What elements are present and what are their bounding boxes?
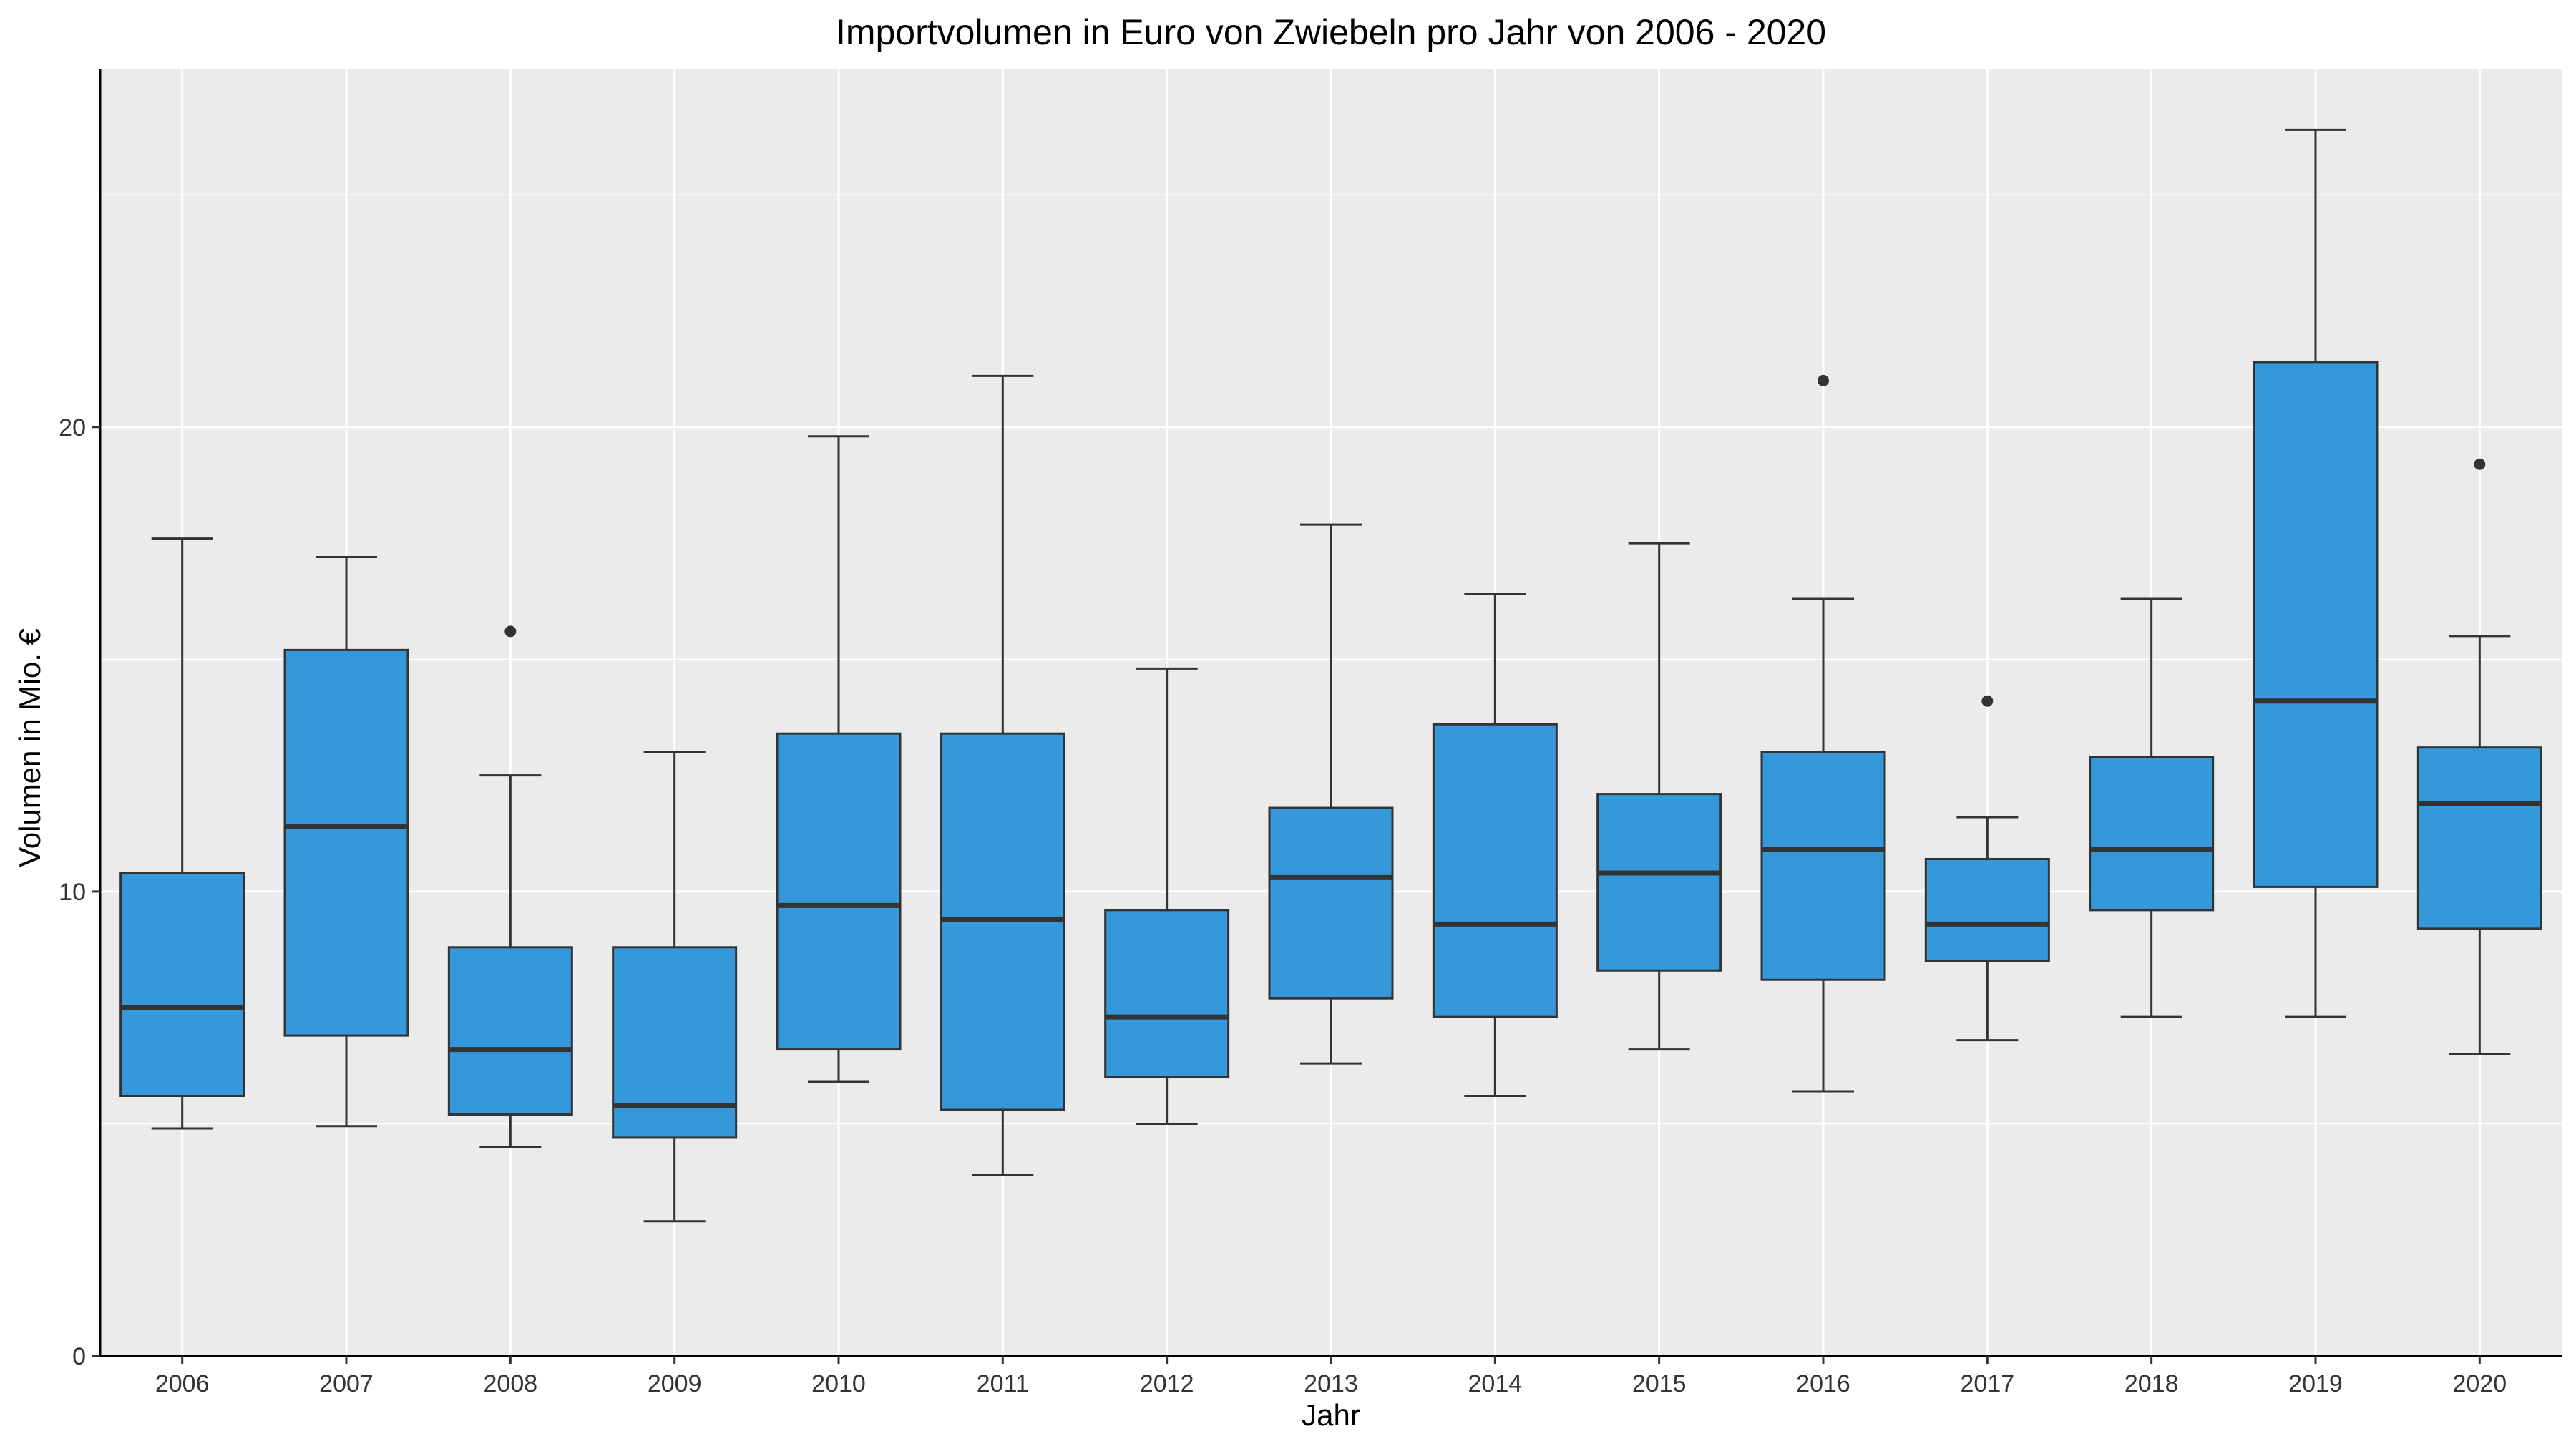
x-tick-label: 2016 bbox=[1796, 1370, 1850, 1397]
outlier-point bbox=[2474, 458, 2486, 470]
x-tick-label: 2007 bbox=[319, 1370, 374, 1397]
box-2014 bbox=[1432, 592, 1558, 1098]
box-iqr bbox=[1432, 723, 1558, 1018]
x-tick-label: 2015 bbox=[1632, 1370, 1687, 1397]
box-2013 bbox=[1268, 523, 1394, 1065]
y-tick-label: 20 bbox=[59, 414, 86, 441]
x-tick-label: 2018 bbox=[2124, 1370, 2179, 1397]
y-axis-ticks: 0 10 20 bbox=[59, 414, 100, 1370]
box-iqr bbox=[283, 648, 409, 1037]
box-iqr bbox=[1924, 857, 2050, 962]
box-2009 bbox=[612, 751, 738, 1223]
x-tick-label: 2006 bbox=[155, 1370, 210, 1397]
plot-area bbox=[99, 69, 2562, 1357]
x-tick-label: 2017 bbox=[1961, 1370, 2015, 1397]
box-2015 bbox=[1596, 542, 1722, 1051]
x-tick-label: 2020 bbox=[2453, 1370, 2507, 1397]
box-2017 bbox=[1924, 695, 2050, 1042]
box-iqr bbox=[2253, 361, 2379, 888]
box-iqr bbox=[1596, 793, 1722, 972]
box-2020 bbox=[2416, 458, 2542, 1055]
x-axis-ticks: 2006 2007 2008 2009 2010 2011 2012 2013 2014 2015… bbox=[155, 1356, 2507, 1397]
box-2008 bbox=[447, 625, 573, 1148]
box-2011 bbox=[940, 374, 1065, 1176]
x-tick-label: 2019 bbox=[2288, 1370, 2343, 1397]
box-2016 bbox=[1760, 374, 1886, 1093]
x-tick-label: 2014 bbox=[1468, 1370, 1523, 1397]
box-iqr bbox=[1268, 806, 1394, 1000]
y-axis-title: Volumen in Mio. € bbox=[13, 628, 47, 867]
box-iqr bbox=[2416, 746, 2542, 930]
x-axis-title: Jahr bbox=[1302, 1398, 1360, 1432]
box-2019 bbox=[2253, 128, 2379, 1018]
box-iqr bbox=[612, 946, 738, 1139]
outlier-point bbox=[504, 625, 517, 638]
x-tick-label: 2011 bbox=[977, 1370, 1029, 1397]
box-2012 bbox=[1104, 667, 1230, 1125]
outlier-point bbox=[1981, 695, 1994, 707]
x-tick-label: 2010 bbox=[811, 1370, 866, 1397]
x-tick-label: 2012 bbox=[1140, 1370, 1194, 1397]
box-2018 bbox=[2089, 597, 2215, 1018]
x-tick-label: 2009 bbox=[648, 1370, 702, 1397]
box-2010 bbox=[776, 435, 902, 1083]
box-iqr bbox=[447, 946, 573, 1116]
box-iqr bbox=[776, 732, 902, 1051]
boxes bbox=[119, 128, 2542, 1223]
box-iqr bbox=[2089, 756, 2215, 912]
box-iqr bbox=[1760, 751, 1886, 981]
y-tick-label: 0 bbox=[72, 1343, 86, 1370]
x-tick-label: 2008 bbox=[484, 1370, 538, 1397]
x-tick-label: 2013 bbox=[1304, 1370, 1358, 1397]
box-iqr bbox=[119, 872, 245, 1098]
chart-title: Importvolumen in Euro von Zwiebeln pro J… bbox=[836, 12, 1826, 52]
y-tick-label: 10 bbox=[59, 879, 86, 906]
box-iqr bbox=[1104, 909, 1230, 1079]
outlier-point bbox=[1818, 374, 1829, 386]
box-2007 bbox=[283, 556, 409, 1128]
box-2006 bbox=[119, 537, 245, 1130]
